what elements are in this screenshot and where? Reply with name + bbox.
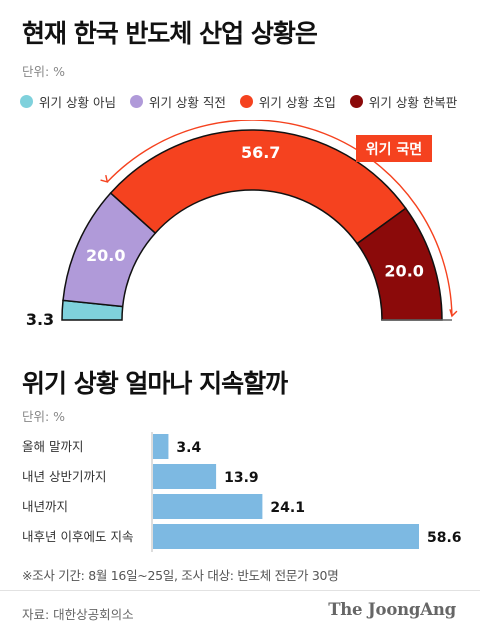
gauge-legend: 위기 상황 아님 위기 상황 직전 위기 상황 초입 위기 상황 한복판 [20, 92, 457, 111]
legend-label: 위기 상황 아님 [39, 95, 116, 110]
crisis-label-box [356, 135, 432, 162]
legend-swatch [239, 95, 253, 108]
source-label: 자료: 대한상공회의소 [22, 607, 134, 622]
legend-swatch [129, 95, 143, 108]
bar-value-label: 3.4 [176, 440, 201, 456]
bar-category-label: 내후년 이후에도 지속 [22, 529, 133, 544]
legend-swatch [349, 95, 363, 108]
bar-2 [153, 494, 263, 519]
gauge-unit-label: 단위: % [22, 64, 66, 79]
gauge-value-label-1: 20.0 [86, 246, 125, 265]
crisis-arrowhead [449, 309, 458, 318]
gauge-chart: 3.3 20.0 56.7 20.0 위기 국면 [26, 120, 458, 329]
legend-label: 위기 상황 한복판 [368, 95, 458, 110]
bar-unit-label: 단위: % [22, 409, 66, 424]
legend-item-pre-crisis: 위기 상황 직전 [129, 92, 226, 111]
legend-item-not-crisis: 위기 상황 아님 [20, 92, 116, 111]
legend-item-mid-crisis: 위기 상황 한복판 [349, 92, 458, 111]
crisis-arrowhead [100, 174, 109, 183]
gauge-value-label-3: 20.0 [384, 262, 423, 281]
legend-swatch [20, 95, 33, 108]
crisis-annotation: 위기 국면 [356, 135, 432, 162]
bar-category-label: 올해 말까지 [22, 439, 83, 454]
crisis-label: 위기 국면 [366, 141, 422, 158]
gauge-value-label-0: 3.3 [26, 310, 54, 329]
legend-item-early-crisis: 위기 상황 초입 [239, 92, 336, 111]
bar-value-label: 24.1 [270, 500, 305, 516]
bar-1 [153, 464, 217, 489]
bar-category-label: 내년까지 [22, 499, 68, 514]
bar-3 [153, 524, 419, 549]
crisis-bracket-arc [106, 120, 453, 317]
bar-value-label: 13.9 [224, 470, 259, 486]
bar-0 [153, 434, 169, 459]
bar-chart: 올해 말까지 3.4 내년 상반기까지 13.9 내년까지 24.1 내후년 이후에도 지속… [22, 432, 462, 552]
brand-logo: The JoongAng [328, 600, 456, 619]
legend-label: 위기 상황 초입 [258, 95, 336, 110]
gauge-slice-2 [109, 129, 407, 245]
bar-chart-title: 위기 상황 얼마나 지속할까 [22, 369, 288, 398]
bar-category-label: 내년 상반기까지 [22, 469, 106, 484]
survey-footnote: ※조사 기간: 8월 16일~25일, 조사 대상: 반도체 전문가 30명 [22, 568, 339, 583]
bar-value-label: 58.6 [427, 530, 462, 546]
legend-label: 위기 상황 직전 [148, 95, 226, 110]
footer-divider [0, 590, 480, 591]
gauge-chart-title: 현재 한국 반도체 산업 상황은 [22, 19, 318, 48]
gauge-value-label-2: 56.7 [241, 143, 280, 162]
